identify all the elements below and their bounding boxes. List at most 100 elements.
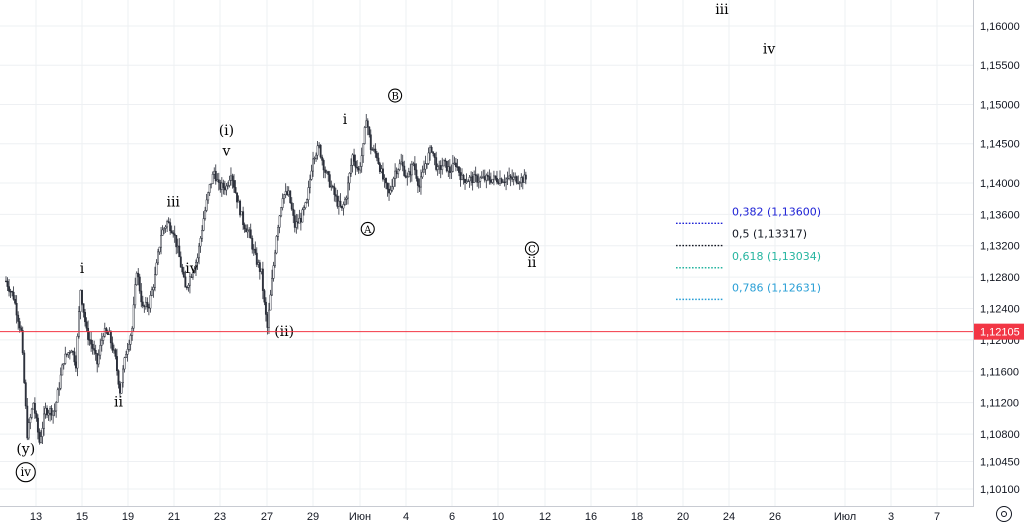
price-axis[interactable]: 1,16000 1,15500 1,15000 1,14500 1,14000 1,136… <box>974 0 1024 506</box>
candle <box>261 261 264 300</box>
candle <box>416 176 419 193</box>
candle <box>374 143 377 158</box>
candle <box>122 365 124 388</box>
candle <box>289 190 292 204</box>
candle <box>511 169 514 183</box>
candle <box>62 363 65 370</box>
candle <box>392 176 395 190</box>
candle <box>134 277 137 309</box>
candle <box>401 154 404 172</box>
price-tick-label: 1,11600 <box>980 366 1019 378</box>
candle <box>243 222 246 233</box>
candle <box>471 171 474 191</box>
wave-label[interactable]: iii <box>715 2 729 18</box>
wave-label[interactable]: iii <box>166 194 180 210</box>
candle <box>302 205 305 216</box>
candle <box>479 175 482 188</box>
wave-label[interactable]: iv <box>185 261 197 277</box>
wave-label-text: ii <box>527 255 536 271</box>
candle <box>192 271 194 280</box>
candle <box>494 175 497 181</box>
candle <box>90 331 93 352</box>
fib-level-label: 0,382 (1,13600) <box>732 205 821 218</box>
candle <box>112 344 115 354</box>
wave-label-text: iv <box>763 41 775 57</box>
candle <box>193 266 196 274</box>
candle <box>275 234 278 255</box>
candle <box>438 160 441 174</box>
candle <box>518 180 521 190</box>
wave-label[interactable]: v <box>221 143 230 159</box>
price-tick-label: 1,14500 <box>980 139 1020 151</box>
wave-label[interactable]: i <box>343 112 348 128</box>
candle <box>26 397 29 441</box>
time-tick-label: 6 <box>449 511 455 523</box>
candle <box>216 173 219 182</box>
candle <box>301 207 304 223</box>
price-tick-label: 1,10100 <box>980 484 1020 496</box>
candle <box>385 177 387 190</box>
wave-label-text: iii <box>166 194 180 210</box>
candle <box>377 152 380 165</box>
candle <box>109 330 112 349</box>
fibonacci-levels: 0,382 (1,13600) 0,5 (1,13317) 0,618 (1,130… <box>676 205 821 301</box>
candle <box>398 159 401 172</box>
wave-label-circled[interactable]: B <box>388 88 403 103</box>
candle <box>336 189 339 209</box>
candle <box>426 163 428 169</box>
candle <box>339 193 342 208</box>
price-tick-label: 1,15000 <box>980 99 1020 111</box>
time-tick-label: 15 <box>76 511 88 523</box>
wave-label[interactable]: ii <box>527 255 536 271</box>
candle <box>41 421 44 444</box>
wave-label[interactable]: i <box>80 261 85 277</box>
candle <box>220 177 223 197</box>
candle <box>202 211 205 232</box>
wave-label[interactable]: ii <box>114 395 123 411</box>
price-tick-label: 1,13600 <box>980 209 1020 221</box>
candle <box>429 145 432 161</box>
candle <box>17 311 20 330</box>
candle <box>499 170 501 187</box>
candle <box>231 173 234 189</box>
wave-label-circled[interactable]: iv <box>15 462 36 483</box>
candle <box>233 174 235 193</box>
candle <box>147 303 150 316</box>
candle <box>8 279 10 297</box>
wave-label-circled[interactable]: C <box>524 241 539 256</box>
candle <box>445 160 448 173</box>
candle <box>18 317 21 333</box>
candle <box>404 169 407 179</box>
candle <box>502 179 504 184</box>
candle <box>315 152 318 162</box>
candle <box>316 141 319 160</box>
candle <box>52 410 55 424</box>
fib-level[interactable]: 0,5 (1,13317) <box>676 228 807 247</box>
fib-level[interactable]: 0,382 (1,13600) <box>676 205 821 225</box>
candle <box>524 171 527 185</box>
candle <box>182 266 185 279</box>
chart-grid <box>0 0 973 506</box>
wave-label[interactable]: (i) <box>219 123 234 139</box>
time-tick-label: Июн <box>349 511 371 523</box>
candle <box>465 173 468 185</box>
candle <box>439 160 442 179</box>
candle <box>15 295 18 324</box>
candle <box>138 273 141 294</box>
candlestick-series <box>5 113 527 445</box>
wave-label-text: (y) <box>16 442 35 458</box>
chart-settings-icon[interactable] <box>996 506 1012 522</box>
candle <box>198 242 200 265</box>
time-axis[interactable]: 13 15 19 21 23 27 29 Июн 4 6 10 12 16 18 20 24 26 Июл 3 7 <box>0 506 1024 526</box>
wave-label-circled[interactable]: A <box>360 221 375 237</box>
candle <box>59 367 62 391</box>
wave-label[interactable]: (y) <box>16 442 35 458</box>
candle <box>257 259 260 268</box>
fib-level[interactable]: 0,618 (1,13034) <box>676 250 821 269</box>
candle <box>278 214 281 234</box>
fib-level[interactable]: 0,786 (1,12631) <box>676 281 821 301</box>
candle <box>362 143 365 163</box>
wave-label[interactable]: iv <box>763 41 775 57</box>
